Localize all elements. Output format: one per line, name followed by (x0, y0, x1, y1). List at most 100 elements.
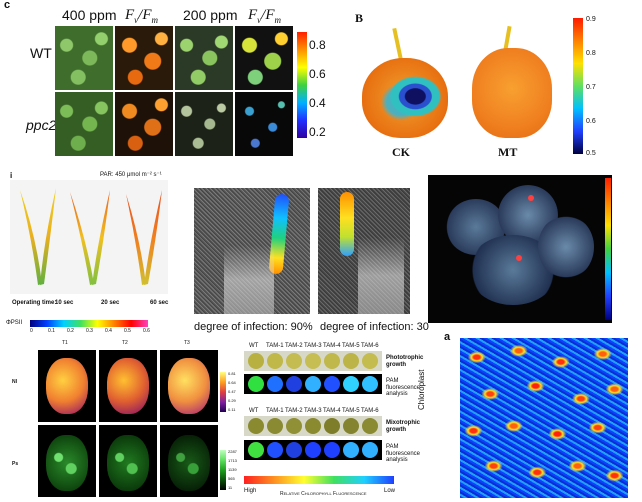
ps-top-scale-029: 0.29 (228, 398, 236, 403)
tam-plate (248, 376, 264, 392)
ps-bottom-scale-565: 565 (228, 476, 235, 481)
tam-legend-low: Low (384, 488, 396, 494)
panel-c-scale-06: 0.6 (309, 67, 326, 81)
leaf-60sec-right (144, 190, 162, 285)
col-label-200ppm: 200 ppm (183, 7, 238, 23)
tam-row-phototrophic: Phototrophic growth (386, 355, 424, 368)
panel-ps-col-t2: T2 (122, 340, 128, 346)
infection-caption-30: degree of infection: 30 (320, 321, 429, 333)
tam-legend-bar (244, 476, 394, 484)
leaf-dark-hotspot-2 (516, 255, 522, 261)
panel-b-scale-05: 0.5 (586, 150, 596, 157)
infection-30-spike (340, 192, 354, 256)
infection-caption-90: degree of infection: 90% (194, 321, 313, 333)
tam-strain-label: TAM-1 (266, 408, 284, 414)
ps-ps-t2-leaf (107, 435, 149, 491)
infection-30-plants (358, 218, 404, 314)
wt-200ppm-fvfm (235, 26, 293, 90)
row-label-ppc2: ppc2 (26, 117, 57, 133)
ps-ps-t1 (38, 425, 96, 497)
apple-label-ck: CK (392, 145, 410, 159)
panel-i-time-20: 20 sec (101, 300, 120, 306)
tam-plate (305, 442, 321, 458)
tam-plate (324, 442, 340, 458)
tam-plate (286, 418, 302, 434)
leaf-dark-blob-4 (538, 215, 594, 279)
tam-row-pam-2: PAM fluorescence analysis (386, 444, 421, 464)
tam-plate (267, 418, 283, 434)
ps-ni-t2-leaf (107, 358, 149, 414)
infection-90-plants (224, 228, 274, 314)
panel-ps-col-t3: T3 (184, 340, 190, 346)
leaf-dark-hotspot-1 (528, 195, 534, 201)
panel-c-scale-08: 0.8 (309, 38, 326, 52)
ps-ni-t2 (99, 350, 157, 422)
tam-plate (267, 353, 283, 369)
tam-plate (343, 376, 359, 392)
panel-i-tick-06: 0.6 (143, 328, 150, 334)
panel-a-letter: a (444, 331, 451, 343)
ppc2-200ppm-fvfm (235, 92, 293, 156)
ps-top-scale-047: 0.47 (228, 389, 236, 394)
infection-30-image (318, 188, 410, 314)
panel-c-letter: c (4, 0, 11, 11)
tam-plate (248, 353, 264, 369)
panel-b-scale-06: 0.6 (586, 118, 596, 125)
ps-ps-t3-leaf (168, 435, 210, 491)
tam-legend-title: Relative Chlorophyll Fluorescence (280, 491, 367, 497)
ps-ps-t2 (99, 425, 157, 497)
wt-200ppm-photo (175, 26, 233, 90)
panel-i-tick-0: 0 (30, 328, 33, 334)
tam-plate (324, 376, 340, 392)
leaf-dark-colorbar (605, 178, 611, 320)
panel-c-colorbar (297, 32, 307, 138)
panel-c-scale-02: 0.2 (309, 125, 326, 139)
ps-ni-t1-leaf (46, 358, 88, 414)
leaf-10sec-right (40, 188, 56, 285)
panel-i-operating-time: Operating time: (12, 300, 57, 306)
panel-ps-row-ps: Ps (12, 461, 19, 467)
tam-plate (362, 442, 378, 458)
tam-plate (343, 442, 359, 458)
col-label-400ppm: 400 ppm (62, 7, 117, 23)
tam-plate (248, 442, 264, 458)
ps-top-colorbar (220, 372, 226, 412)
chloroplast-fluorescence (460, 338, 628, 498)
ps-bottom-scale-2287: 2287 (228, 449, 237, 454)
leaf-20sec-right (92, 190, 110, 285)
tam-row-mixotrophic: Mixotrophic growth (386, 420, 420, 433)
ppc2-200ppm-photo (175, 92, 233, 156)
infection-90-image (194, 188, 310, 314)
panel-b-scale-09: 0.9 (586, 16, 596, 23)
tam-plate (305, 418, 321, 434)
ps-bottom-scale-1139: 1139 (228, 467, 237, 472)
panel-i-leaves (20, 188, 162, 285)
ps-ps-t3 (160, 425, 218, 497)
wt-400ppm-fvfm (115, 26, 173, 90)
panel-i-time-10: 10 sec (55, 300, 74, 306)
tam-row-pam-1: PAM fluorescence analysis (386, 378, 421, 398)
panel-i-tick-05: 0.5 (124, 328, 131, 334)
panel-i-colorbar (30, 320, 148, 327)
tam-strain-label: TAM-5 (342, 343, 360, 349)
tam-plate (267, 442, 283, 458)
apple-label-mt: MT (498, 145, 518, 159)
tam-plate (324, 418, 340, 434)
leaf-60sec-left (126, 194, 146, 285)
tam-plate (362, 353, 378, 369)
tam-strain-label: TAM-6 (361, 343, 379, 349)
ps-bottom-colorbar (220, 450, 226, 490)
leaf-20sec-left (70, 192, 94, 285)
tam-plate (267, 376, 283, 392)
panel-a-ylabel: Chloroplast (417, 369, 426, 410)
tam-plate (343, 418, 359, 434)
ps-ni-t3-leaf (168, 358, 210, 414)
panel-b-scale-07: 0.7 (586, 84, 596, 91)
col-label-fvfm-1: Fv/Fm (125, 7, 159, 25)
tam-strain-label: TAM-6 (361, 408, 379, 414)
tam-strain-label: WT (249, 343, 259, 349)
ps-bottom-scale-1713: 1713 (228, 458, 237, 463)
row-label-wt: WT (30, 45, 52, 61)
tam-plate (362, 418, 378, 434)
ppc2-400ppm-fvfm (115, 92, 173, 156)
